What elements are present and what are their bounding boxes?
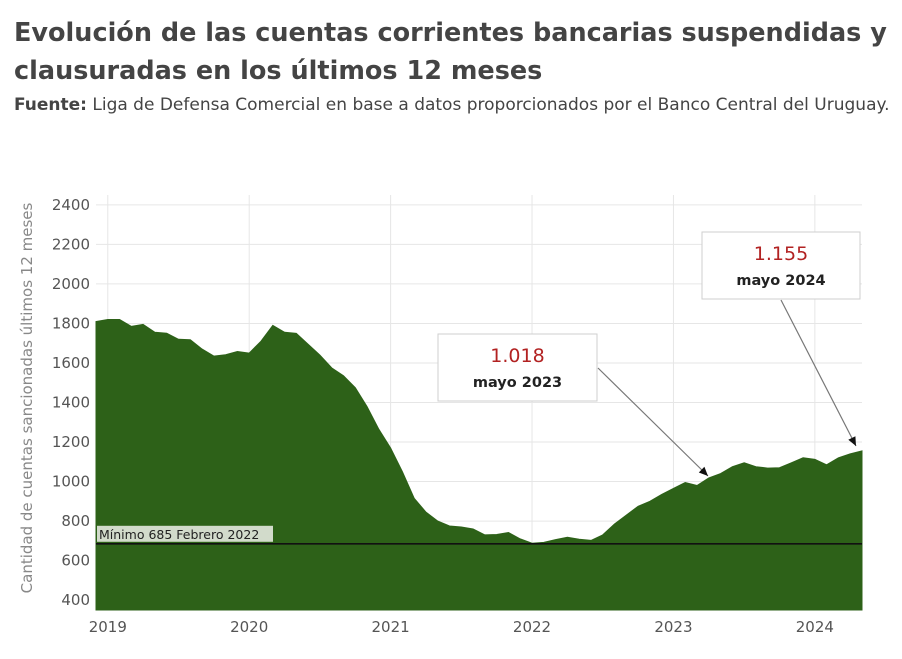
x-tick-label: 2020 <box>230 618 268 636</box>
callout-arrowhead <box>848 436 856 446</box>
source-label: Fuente: <box>14 95 87 115</box>
chart-source: Fuente: Liga de Defensa Comercial en bas… <box>14 92 894 118</box>
x-tick-label: 2021 <box>372 618 410 636</box>
y-tick-label: 800 <box>61 512 90 530</box>
area-layer <box>95 319 863 611</box>
y-tick-label: 1200 <box>52 433 90 451</box>
y-tick-label: 2200 <box>52 235 90 253</box>
y-tick-label: 2400 <box>52 196 90 214</box>
callout-value: 1.018 <box>490 345 544 367</box>
callout-box <box>701 231 861 300</box>
x-tick-label: 2019 <box>89 618 127 636</box>
callout-value: 1.155 <box>754 243 808 265</box>
chart-title: Evolución de las cuentas corrientes banc… <box>14 18 887 86</box>
callout-arrowhead <box>698 466 708 476</box>
reference-line-group: Mínimo 685 Febrero 2022 <box>96 525 862 545</box>
callout-box <box>437 333 598 402</box>
chart-header: Evolución de las cuentas corrientes banc… <box>14 14 894 118</box>
callout-date: mayo 2024 <box>736 273 825 289</box>
x-tick-label: 2023 <box>654 618 692 636</box>
axis-labels: 400 600 800 1000 1200 1400 1600 1800 2000 2200 240… <box>52 196 834 636</box>
callout-arrow-line <box>597 367 709 477</box>
minimum-label-background <box>97 525 273 542</box>
source-text: Liga de Defensa Comercial en base a dato… <box>92 95 890 115</box>
y-tick-label: 1800 <box>52 314 90 332</box>
x-tick-label: 2022 <box>513 618 551 636</box>
y-tick-label: 1400 <box>52 394 90 412</box>
minimum-label: Mínimo 685 Febrero 2022 <box>99 527 259 542</box>
y-tick-label: 1000 <box>52 473 90 491</box>
y-tick-label: 2000 <box>52 275 90 293</box>
y-tick-label: 600 <box>61 552 90 570</box>
area-series <box>95 319 863 611</box>
callout-arrow-line <box>780 299 857 447</box>
callout-date: mayo 2023 <box>473 375 562 391</box>
y-axis-title: Cantidad de cuentas sancionadas últimos … <box>18 202 36 593</box>
callouts: 1.018 mayo 2023 1.155 mayo 2024 <box>437 231 861 477</box>
y-tick-label: 1600 <box>52 354 90 372</box>
x-tick-label: 2024 <box>796 618 834 636</box>
y-tick-label: 400 <box>61 591 90 609</box>
